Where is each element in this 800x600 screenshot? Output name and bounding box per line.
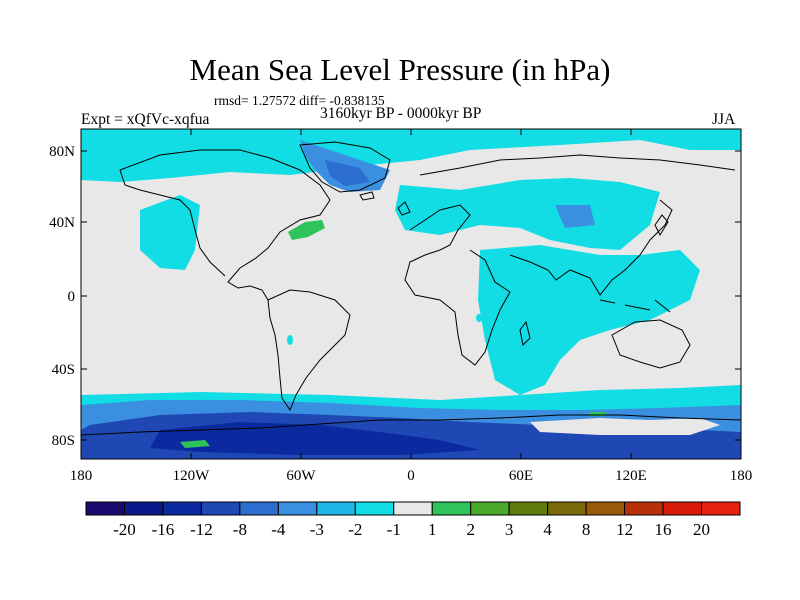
longitude-axis: 180 120W 60W 0 60E 120E 180 [70,129,753,484]
coastlines [80,141,742,436]
colorbar-swatch [354,501,395,516]
eurasia-anomaly-region [395,178,660,250]
colorbar-swatch [393,501,433,516]
colorbar-label: -20 [113,520,136,539]
colorbar-swatch [277,501,318,516]
colorbar-swatch [624,501,664,516]
colorbar-swatch [431,501,472,516]
lon-tick-label: 180 [730,468,753,484]
colorbar-label: -16 [152,520,175,539]
lat-tick-label: 80N [49,144,75,160]
colorbar-label: -8 [233,520,247,539]
colorbar-label: -2 [348,520,362,539]
period-label: 3160kyr BP - 0000kyr BP [320,105,482,122]
colorbar-swatch [200,501,241,516]
colorbar-swatch [508,501,549,516]
colorbar-label: 12 [616,520,633,539]
lon-tick-label: 120E [615,468,647,484]
lon-tick-label: 0 [407,468,415,484]
colorbar-swatch [662,501,703,516]
colorbar-label: 2 [466,520,475,539]
lon-tick-label: 120W [173,468,211,484]
map-plot [80,128,742,460]
colorbar-swatch [701,501,741,516]
lat-tick-label: 40S [52,362,75,378]
map-title: Mean Sea Level Pressure (in hPa) [189,52,611,87]
colorbar-label: 8 [582,520,591,539]
north-atlantic-positive-region [288,220,325,240]
colorbar-label: -3 [310,520,324,539]
colorbar-label: 4 [543,520,552,539]
colorbar-label: -12 [190,520,213,539]
colorbar-label: -1 [387,520,401,539]
lat-tick-label: 80S [52,433,75,449]
colorbar-swatch [239,501,279,516]
colorbar-label: 3 [505,520,514,539]
colorbar-swatch [547,501,587,516]
colorbar-label: 16 [655,520,672,539]
lat-tick-label: 40N [49,215,75,231]
colorbar-swatch [85,501,125,516]
colorbar-label: 1 [428,520,437,539]
colorbar-label: -4 [271,520,286,539]
colorbar-swatch [585,501,626,516]
lon-tick-label: 60E [509,468,533,484]
colorbar-swatch [316,501,356,516]
lat-tick-label: 0 [68,289,76,305]
colorbar-label: 20 [693,520,710,539]
colorbar: -20 -16 -12 -8 -4 -3 -2 -1 1 2 3 4 8 12 16 20 [85,501,741,539]
experiment-label: Expt = xQfVc-xqfua [81,111,210,128]
north-pacific-region [140,195,200,270]
latitude-axis: 80N 40N 0 40S 80S [49,144,741,449]
lon-tick-label: 180 [70,468,93,484]
colorbar-swatch [123,501,164,516]
lon-tick-label: 60W [286,468,316,484]
colorbar-swatch [470,501,510,516]
colorbar-swatch [162,501,202,516]
stats-line: rmsd= 1.27572 diff= -0.838135 [214,93,385,108]
season-label: JJA [712,111,736,128]
arctic-anomaly-region [81,129,741,182]
